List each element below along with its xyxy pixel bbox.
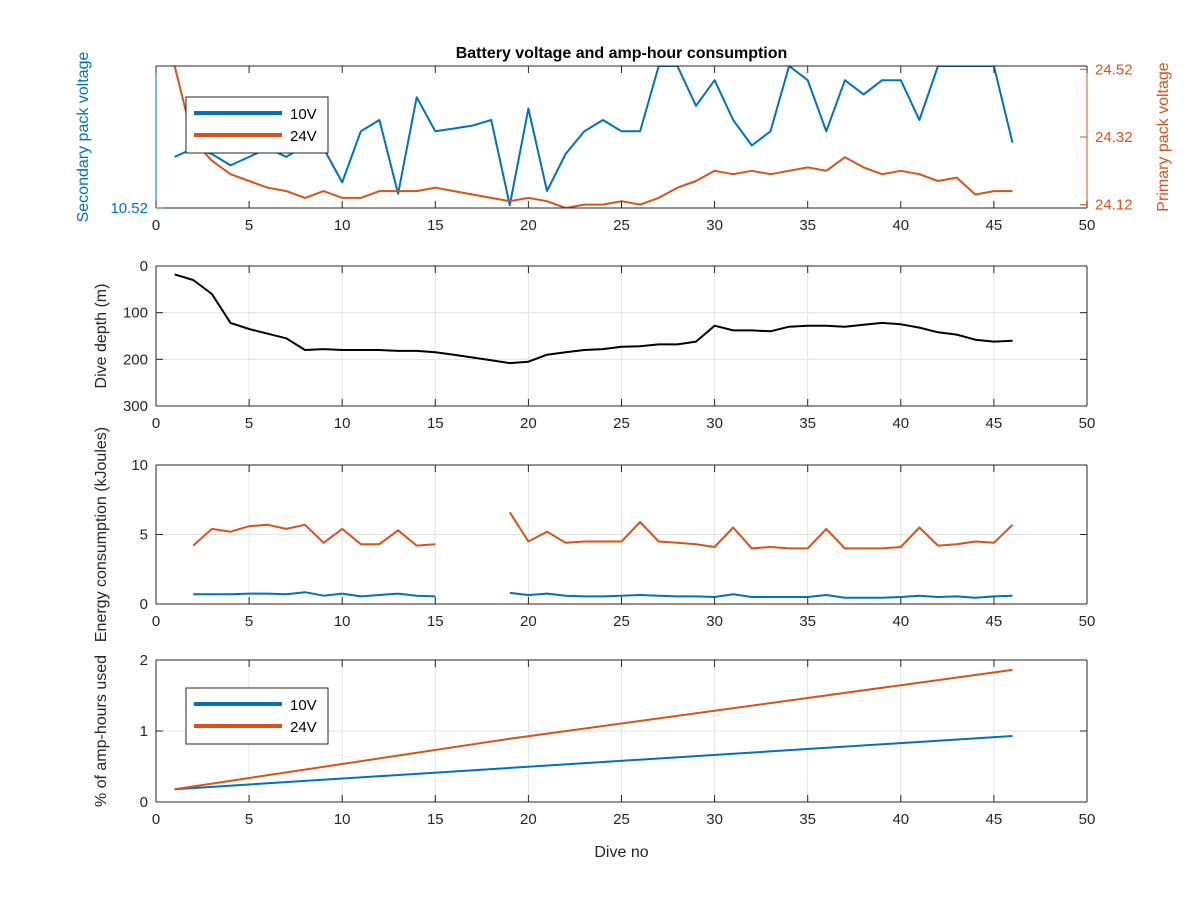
x-tick-label: 20	[520, 613, 537, 630]
x-tick-label: 10	[334, 811, 351, 828]
x-tick-label: 50	[1079, 811, 1096, 828]
y-tick-label: 10.52	[110, 200, 148, 217]
y-axis-label-right: Primary pack voltage	[1155, 62, 1172, 211]
x-tick-label: 10	[334, 415, 351, 432]
x-tick-label: 35	[799, 811, 816, 828]
x-tick-label: 30	[706, 811, 723, 828]
y-axis-label: % of amp-hours used	[93, 655, 110, 807]
y-axis-label: Dive depth (m)	[93, 284, 110, 389]
y-tick-label: 300	[123, 398, 148, 415]
chart-title: Battery voltage and amp-hour consumption	[456, 45, 788, 62]
y-tick-label: 200	[123, 351, 148, 368]
y-tick-label: 2	[140, 652, 148, 669]
x-tick-label: 25	[613, 415, 630, 432]
x-tick-label: 15	[427, 415, 444, 432]
x-tick-label: 45	[986, 217, 1003, 234]
x-tick-label: 40	[892, 613, 909, 630]
x-axis-label: Dive no	[594, 844, 648, 861]
y-tick-label: 100	[123, 305, 148, 322]
x-tick-label: 0	[152, 613, 160, 630]
legend-box	[185, 96, 329, 154]
legend-label-10v: 10V	[290, 106, 317, 123]
x-tick-label: 15	[427, 613, 444, 630]
x-tick-label: 20	[520, 811, 537, 828]
x-tick-label: 20	[520, 415, 537, 432]
x-tick-label: 30	[706, 415, 723, 432]
x-tick-label: 40	[892, 811, 909, 828]
x-tick-label: 0	[152, 415, 160, 432]
legend-label-10v: 10V	[290, 697, 317, 714]
y-tick-label: 0	[140, 258, 148, 275]
y-tick-label-right: 24.52	[1095, 61, 1133, 78]
series-line-10v	[193, 591, 1013, 599]
x-tick-label: 40	[892, 415, 909, 432]
x-tick-label: 5	[245, 217, 253, 234]
x-tick-label: 10	[334, 613, 351, 630]
subplot-4: 0 5 10 15 20 25 30 35 40 45 50 0 1 2 % of amp-hours us…	[93, 652, 1095, 861]
x-tick-label: 0	[152, 217, 160, 234]
subplot-3: 0 5 10 15 20 25 30 35 40 45 50 0 5 10 Energy consumpti…	[93, 427, 1095, 642]
x-tick-label: 45	[986, 415, 1003, 432]
x-tick-label: 35	[799, 217, 816, 234]
x-tick-label: 35	[799, 613, 816, 630]
x-tick-label: 0	[152, 811, 160, 828]
series-line-depth	[174, 273, 1013, 365]
series-line-24v	[174, 668, 1013, 791]
y-tick-label-right: 24.32	[1095, 129, 1133, 146]
x-tick-label: 20	[520, 217, 537, 234]
y-tick-label: 0	[140, 794, 148, 811]
legend-label-24v: 24V	[290, 128, 317, 145]
series-line-24v	[192, 511, 1014, 550]
x-tick-label: 30	[706, 217, 723, 234]
x-tick-label: 45	[986, 811, 1003, 828]
x-tick-label: 25	[613, 811, 630, 828]
y-tick-label: 0	[140, 596, 148, 613]
y-tick-label: 5	[140, 527, 148, 544]
y-tick-label-right: 24.12	[1095, 197, 1133, 214]
x-tick-label: 35	[799, 415, 816, 432]
x-tick-label: 5	[245, 415, 253, 432]
y-axis-label: Energy consumption (kJoules)	[93, 427, 110, 642]
x-tick-label: 50	[1079, 415, 1096, 432]
x-tick-label: 5	[245, 613, 253, 630]
series-line-10v	[174, 735, 1013, 791]
y-tick-label: 10	[131, 457, 148, 474]
y-tick-label: 1	[140, 723, 148, 740]
legend-box	[185, 687, 329, 745]
subplot-1: 0 5 10 15 20 25 30 35 40 45 50 10.52 24.12 24.32 24.52…	[75, 45, 1172, 234]
x-tick-label: 30	[706, 613, 723, 630]
x-tick-label: 50	[1079, 613, 1096, 630]
x-tick-label: 40	[892, 217, 909, 234]
x-tick-label: 25	[613, 217, 630, 234]
subplot-2: 0 5 10 15 20 25 30 35 40 45 50 0 100 200 300 Dive depth…	[93, 258, 1095, 432]
x-tick-label: 15	[427, 217, 444, 234]
x-tick-label: 15	[427, 811, 444, 828]
x-tick-label: 25	[613, 613, 630, 630]
y-axis-label: Secondary pack voltage	[75, 52, 92, 223]
x-tick-label: 50	[1079, 217, 1096, 234]
x-tick-label: 10	[334, 217, 351, 234]
x-tick-label: 45	[986, 613, 1003, 630]
x-tick-label: 5	[245, 811, 253, 828]
legend-label-24v: 24V	[290, 719, 317, 736]
series-line-24v	[173, 66, 1013, 208]
